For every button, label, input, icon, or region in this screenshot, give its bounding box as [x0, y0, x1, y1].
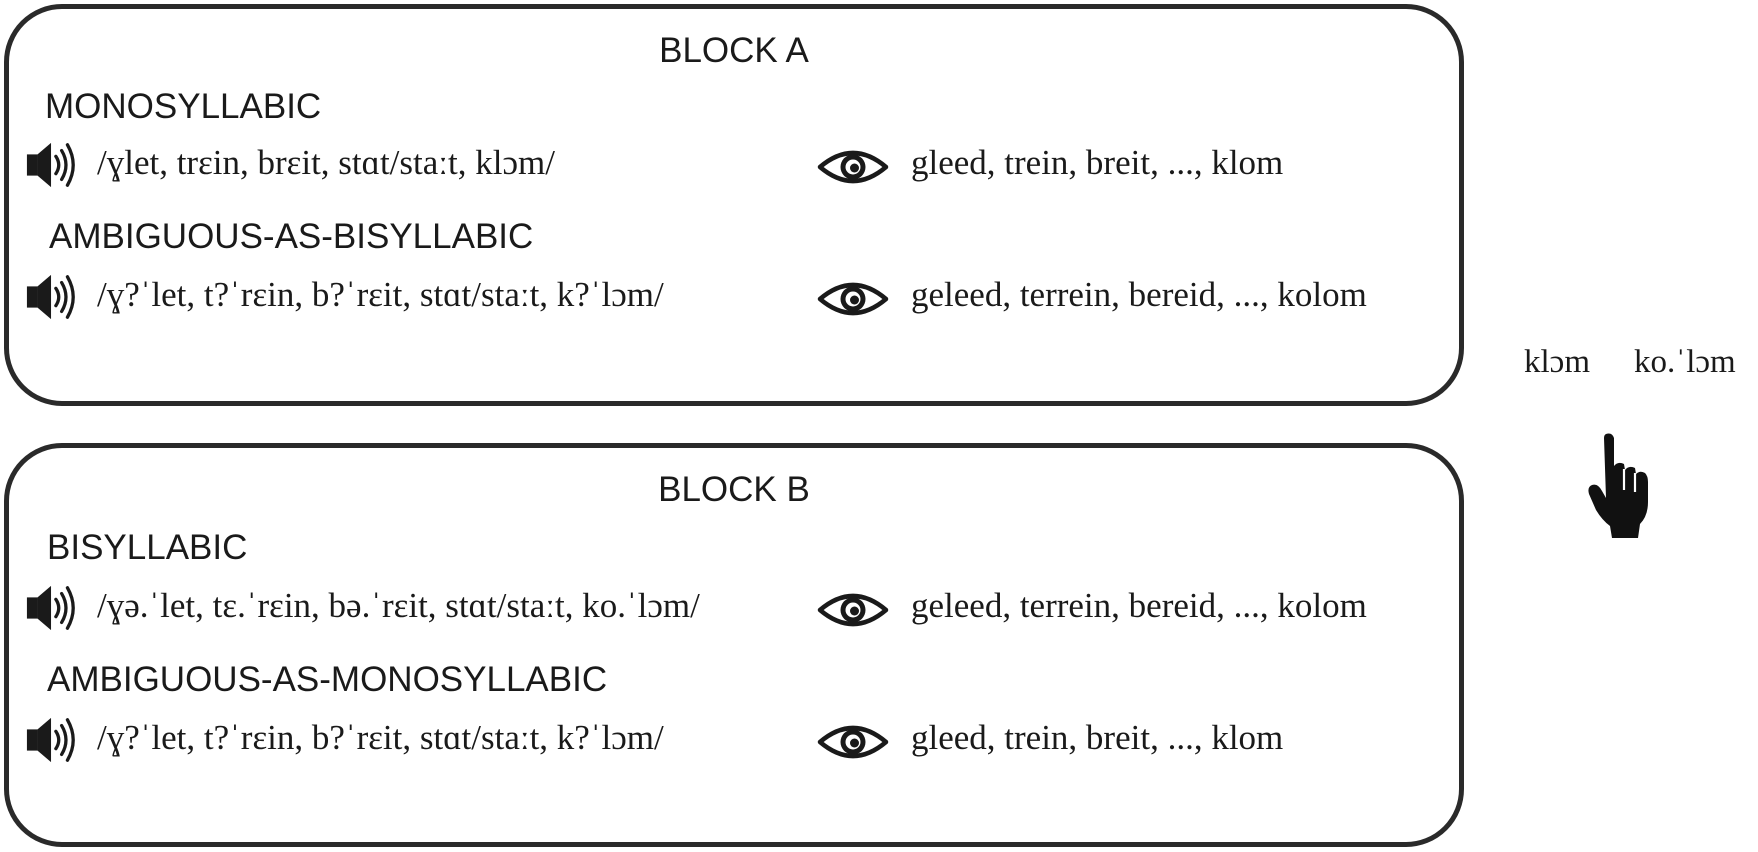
condition-label-monosyllabic: MONOSYLLABIC — [45, 87, 322, 126]
stimulus-row: /ɣlet, trɛin, brɛit, stɑt/staːt, klɔm/ g… — [9, 137, 1459, 197]
speaker-icon — [25, 273, 75, 321]
response-option-right[interactable]: ko.ˈlɔm — [1634, 344, 1736, 380]
ipa-transcription: /ɣ?ˈlet, t?ˈrɛin, b?ˈrɛit, stɑt/staːt, k… — [97, 718, 664, 757]
ipa-transcription: /ɣə.ˈlet, tɛ.ˈrɛin, bə.ˈrɛit, stɑt/staːt… — [97, 586, 700, 625]
speaker-icon — [25, 141, 75, 189]
block-a-panel: BLOCK A MONOSYLLABIC /ɣlet, trɛin, brɛit… — [4, 4, 1464, 406]
eye-icon — [817, 277, 889, 321]
orthographic-words: gleed, trein, breit, ..., klom — [911, 718, 1284, 757]
speaker-icon — [25, 584, 75, 632]
stimulus-row: /ɣ?ˈlet, t?ˈrɛin, b?ˈrɛit, stɑt/staːt, k… — [9, 269, 1459, 329]
orthographic-words: geleed, terrein, bereid, ..., kolom — [911, 275, 1367, 314]
ipa-transcription: /ɣ?ˈlet, t?ˈrɛin, b?ˈrɛit, stɑt/staːt, k… — [97, 275, 664, 314]
ipa-transcription: /ɣlet, trɛin, brɛit, stɑt/staːt, klɔm/ — [97, 143, 555, 182]
pointing-hand-icon — [1588, 433, 1648, 538]
response-option-left[interactable]: klɔm — [1524, 344, 1590, 380]
condition-label-bisyllabic: BISYLLABIC — [47, 528, 248, 567]
block-a-title: BLOCK A — [659, 31, 809, 70]
block-b-panel: BLOCK B BISYLLABIC /ɣə.ˈlet, tɛ.ˈrɛin, b… — [4, 443, 1464, 847]
orthographic-words: geleed, terrein, bereid, ..., kolom — [911, 586, 1367, 625]
speaker-icon — [25, 716, 75, 764]
orthographic-words: gleed, trein, breit, ..., klom — [911, 143, 1284, 182]
stimulus-row: /ɣə.ˈlet, tɛ.ˈrɛin, bə.ˈrɛit, stɑt/staːt… — [9, 580, 1459, 640]
eye-icon — [817, 720, 889, 764]
stimulus-row: /ɣ?ˈlet, t?ˈrɛin, b?ˈrɛit, stɑt/staːt, k… — [9, 712, 1459, 772]
eye-icon — [817, 588, 889, 632]
condition-label-ambiguous-as-monosyllabic: AMBIGUOUS-AS-MONOSYLLABIC — [47, 660, 608, 699]
eye-icon — [817, 145, 889, 189]
condition-label-ambiguous-as-bisyllabic: AMBIGUOUS-AS-BISYLLABIC — [49, 217, 534, 256]
block-b-title: BLOCK B — [658, 470, 810, 509]
